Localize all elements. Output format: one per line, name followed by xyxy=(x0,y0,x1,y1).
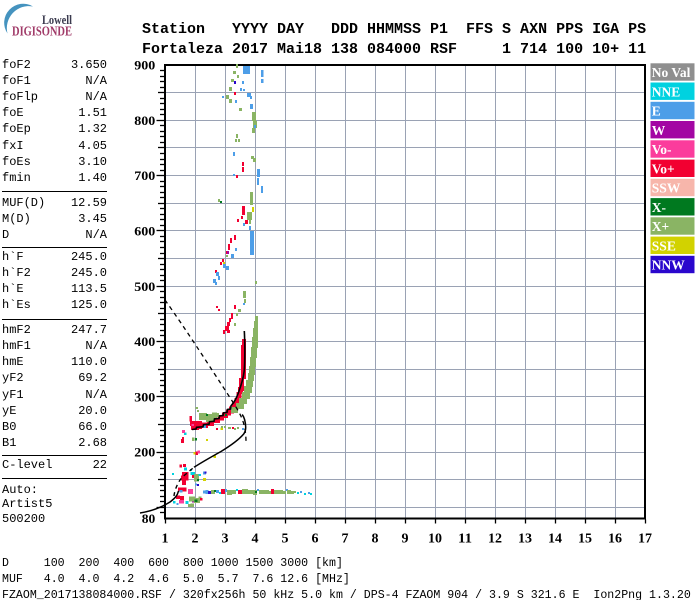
svg-text:9: 9 xyxy=(402,531,409,546)
svg-text:NNW: NNW xyxy=(652,258,685,273)
svg-text:2: 2 xyxy=(192,531,199,546)
svg-text:600: 600 xyxy=(134,224,155,239)
svg-text:X+: X+ xyxy=(652,219,669,234)
svg-text:15: 15 xyxy=(578,531,592,546)
svg-text:300: 300 xyxy=(134,389,155,404)
svg-text:12: 12 xyxy=(488,531,502,546)
svg-text:10: 10 xyxy=(428,531,442,546)
svg-text:500: 500 xyxy=(134,279,155,294)
svg-text:DIGISONDE: DIGISONDE xyxy=(12,24,72,39)
svg-text:Vo+: Vo+ xyxy=(652,161,675,176)
svg-text:X-: X- xyxy=(652,200,666,215)
svg-text:E: E xyxy=(652,104,661,119)
svg-text:17: 17 xyxy=(638,531,652,546)
svg-text:16: 16 xyxy=(608,531,622,546)
svg-text:8: 8 xyxy=(372,531,379,546)
svg-text:SSE: SSE xyxy=(652,238,676,253)
svg-text:4: 4 xyxy=(252,531,259,546)
svg-text:NNE: NNE xyxy=(652,84,681,99)
svg-text:900: 900 xyxy=(134,58,155,73)
svg-text:80: 80 xyxy=(142,511,156,526)
svg-text:No Val: No Val xyxy=(652,65,691,80)
svg-text:SSW: SSW xyxy=(652,181,681,196)
svg-text:700: 700 xyxy=(134,168,155,183)
svg-text:6: 6 xyxy=(312,531,319,546)
svg-text:200: 200 xyxy=(134,445,155,460)
svg-text:14: 14 xyxy=(548,531,562,546)
svg-text:Lowell: Lowell xyxy=(42,12,72,27)
svg-text:1: 1 xyxy=(162,531,169,546)
svg-text:13: 13 xyxy=(518,531,532,546)
svg-text:800: 800 xyxy=(134,113,155,128)
svg-text:11: 11 xyxy=(458,531,472,546)
svg-text:7: 7 xyxy=(342,531,349,546)
svg-text:400: 400 xyxy=(134,334,155,349)
svg-text:Vo-: Vo- xyxy=(652,142,672,157)
svg-text:5: 5 xyxy=(282,531,289,546)
svg-text:3: 3 xyxy=(222,531,229,546)
svg-text:W: W xyxy=(652,123,666,138)
